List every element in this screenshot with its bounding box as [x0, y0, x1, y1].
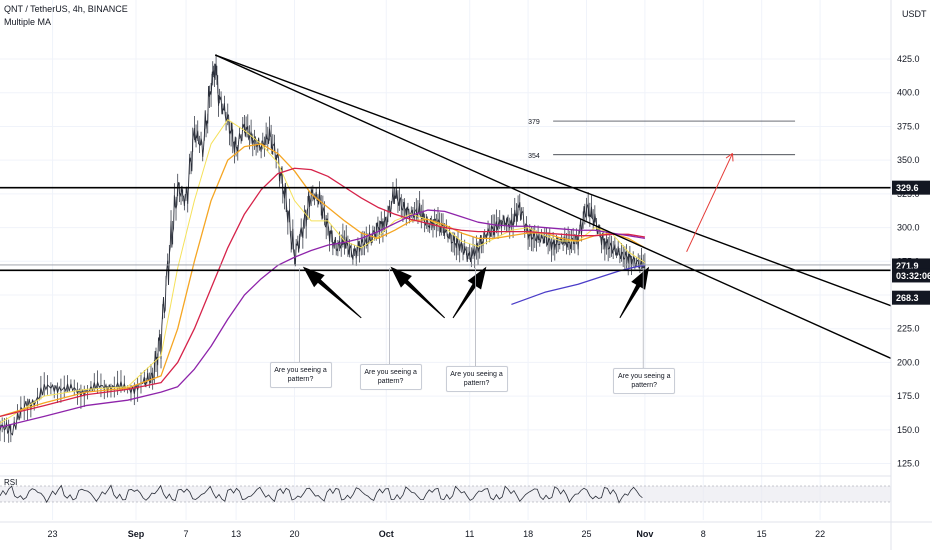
callout-text: Are you seeing a: [450, 371, 503, 378]
pattern-callout[interactable]: Are you seeing a pattern?: [445, 366, 508, 392]
ma-line-5: [511, 264, 645, 306]
x-tick-label: Sep: [128, 529, 145, 539]
drawings[interactable]: 379 354: [0, 54, 892, 368]
callout-text: pattern?: [631, 382, 658, 389]
ma-line-4: [0, 209, 645, 428]
y-tick-label: 225.0: [897, 324, 920, 334]
x-tick-label: 13: [231, 529, 241, 539]
indicator-name: Multiple MA: [4, 17, 52, 27]
projection-arrow: [686, 153, 733, 253]
y-tick-label: 400.0: [897, 88, 920, 98]
moving-averages: [0, 119, 646, 428]
x-tick-label: Nov: [636, 529, 653, 539]
y-tick-label: 375.0: [897, 121, 920, 131]
callout-text: Are you seeing a: [274, 367, 327, 374]
arrow-marker: [390, 266, 446, 319]
x-tick-label: 7: [184, 529, 189, 539]
rsi-band: [0, 486, 891, 502]
price-badge: [892, 268, 930, 283]
rsi-pane: RSI100.000.00: [0, 473, 932, 520]
rsi-line: [0, 484, 643, 504]
y-tick-label: 150.0: [897, 425, 920, 435]
pattern-callout[interactable]: Are you seeing a pattern?: [269, 362, 332, 388]
arrow-marker: [619, 266, 650, 319]
x-tick-label: 8: [701, 529, 706, 539]
x-tick-label: 25: [581, 529, 591, 539]
y-tick-label: 300.0: [897, 223, 920, 233]
grid: [0, 0, 891, 520]
callout-text: Are you seeing a: [617, 373, 671, 380]
symbol-title: QNT / TetherUS, 4h, BINANCE: [4, 4, 128, 14]
projection-arrow-head: [731, 153, 734, 162]
pattern-callout[interactable]: Are you seeing a pattern?: [613, 368, 676, 394]
callout-text: pattern?: [287, 376, 314, 383]
x-tick-label: 11: [465, 529, 474, 539]
x-tick-label: 20: [289, 529, 299, 539]
y-tick-label: 425.0: [897, 54, 920, 64]
arrow-marker: [302, 266, 362, 319]
x-tick-label: Oct: [379, 529, 394, 539]
y-tick-label: 125.0: [897, 459, 920, 469]
y-tick-label: 350.0: [897, 155, 920, 165]
target-label: 379: [528, 119, 540, 126]
callout-text: pattern?: [463, 380, 490, 387]
arrow-marker: [452, 266, 487, 319]
trendline: [214, 54, 892, 307]
pattern-callout[interactable]: Are you seeing a pattern?: [359, 364, 422, 390]
price-badge-text: 271.9: [896, 261, 919, 271]
projection-arrow-head: [725, 153, 733, 159]
callout-text: pattern?: [377, 378, 404, 385]
callout-text: Are you seeing a: [364, 369, 417, 376]
x-tick-label: 22: [815, 529, 825, 539]
price-badge-text: 329.6: [896, 183, 919, 193]
x-tick-label: 23: [48, 529, 58, 539]
rsi-label: RSI: [4, 478, 17, 487]
trendline: [214, 54, 892, 360]
price-badge: [892, 290, 930, 305]
target-label: 354: [528, 153, 540, 160]
ma-line-3: [0, 167, 645, 417]
x-tick-label: 18: [523, 529, 533, 539]
time-axis[interactable]: 23 Sep 7 13 20 Oct 11 18 25 Nov 8 15 22: [0, 521, 932, 539]
price-badge-text: 268.3: [896, 293, 919, 303]
y-tick-label: 200.0: [897, 357, 920, 367]
price-badge-text: 03:32:06: [896, 271, 932, 281]
x-tick-label: 15: [757, 529, 767, 539]
y-tick-label: 175.0: [897, 391, 920, 401]
price-badge: [892, 180, 930, 195]
price-axis[interactable]: USDT425.0400.0375.0350.0325.0300.0275.02…: [890, 0, 932, 550]
price-line: [0, 63, 646, 436]
currency-label: USDT: [902, 9, 927, 19]
ma-line-1: [0, 119, 646, 424]
